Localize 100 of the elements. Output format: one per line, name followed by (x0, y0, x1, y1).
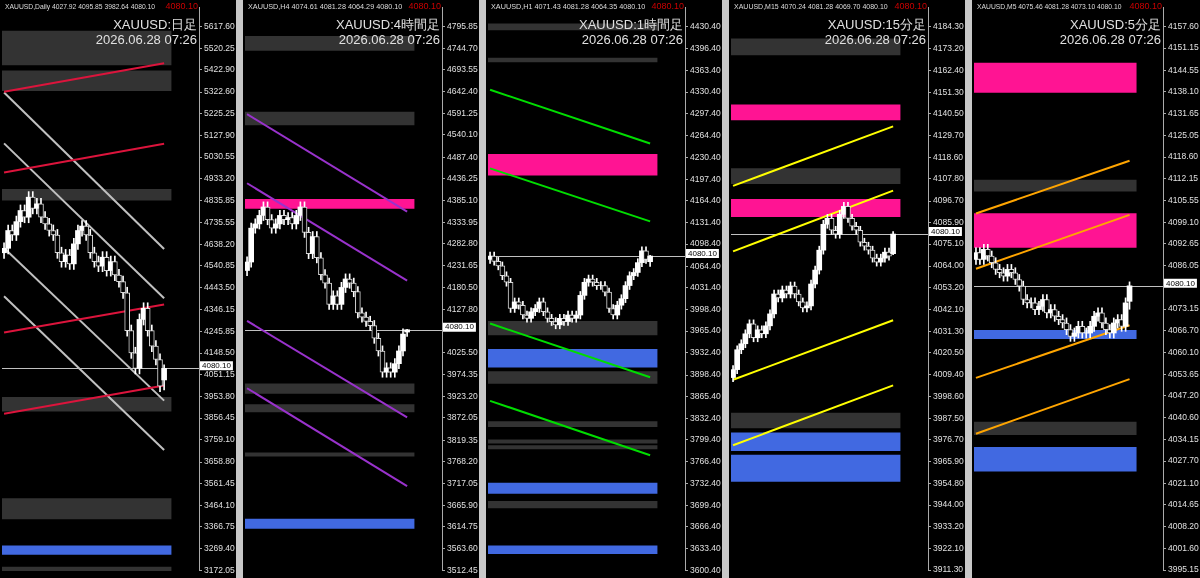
y-tick-label: 4430.40 (690, 20, 721, 31)
y-tick-label: 3717.05 (447, 477, 478, 488)
y-tick-label: 4131.65 (1168, 107, 1199, 118)
y-tick-label: 4064.00 (933, 260, 964, 271)
y-tick-label: 4118.60 (933, 151, 964, 162)
y-tick-label: 4107.80 (933, 173, 964, 184)
y-tick-label: 4436.25 (447, 173, 478, 184)
y-tick-label: 4014.65 (1168, 499, 1199, 510)
y-tick-label: 4333.95 (447, 216, 478, 227)
y-tick-label: 3954.80 (933, 477, 964, 488)
y-tick-label: 4173.20 (933, 43, 964, 54)
y-tick-label: 4638.20 (204, 238, 235, 249)
y-tick-label: 4230.40 (690, 151, 721, 162)
y-tick-label: 5030.55 (204, 151, 235, 162)
text: XAUUSD:5分足 (1069, 16, 1161, 32)
y-tick-label: 3933.20 (933, 520, 964, 531)
annotation: 4080.10 (408, 1, 441, 12)
y-tick-label: 4086.05 (1168, 260, 1199, 271)
y-tick-label: 4092.65 (1168, 238, 1199, 249)
y-tick-label: 3464.10 (204, 499, 235, 510)
y-tick-label: 4162.40 (933, 64, 964, 75)
y-tick-label: 3872.05 (447, 412, 478, 423)
y-tick-label: 3561.45 (204, 477, 235, 488)
y-tick-label: 4008.20 (1168, 520, 1199, 531)
y-tick-label: 4443.50 (204, 281, 235, 292)
text: 2026.06.28 07:26 (338, 31, 440, 47)
y-tick-label: 4112.15 (1168, 172, 1199, 183)
y-tick-label: 4127.80 (447, 303, 478, 314)
y-tick-label: 4330.40 (690, 86, 721, 97)
y-tick-label: 4184.30 (933, 20, 964, 31)
y-tick-label: 3768.20 (447, 456, 478, 467)
y-tick-label: 4197.40 (690, 173, 721, 184)
y-tick-label: 4180.50 (447, 281, 478, 292)
y-tick-label: 3600.40 (690, 564, 721, 575)
y-tick-label: 3766.40 (690, 455, 721, 466)
y-tick-label: 4051.15 (204, 369, 235, 380)
y-tick-label: 3666.40 (690, 521, 721, 532)
y-tick-label: 3799.40 (690, 434, 721, 445)
y-tick-label: 4693.55 (447, 64, 478, 75)
y-tick-label: 4034.15 (1168, 433, 1199, 444)
y-tick-label: 4027.70 (1168, 455, 1199, 466)
y-tick-label: 4346.15 (204, 303, 235, 314)
y-tick-label: 5225.25 (204, 108, 235, 119)
y-tick-label: 3865.40 (690, 390, 721, 401)
y-tick-label: 4047.20 (1168, 390, 1199, 401)
ref-line-label: 4080.10 (688, 248, 718, 258)
y-tick-label: 4140.50 (933, 108, 964, 119)
y-tick-label: 4009.40 (933, 369, 964, 380)
y-tick-label: 4744.70 (447, 42, 478, 53)
y-tick-label: 3923.20 (447, 390, 478, 401)
y-tick-label: 4245.85 (204, 325, 235, 336)
y-tick-label: 4001.60 (1168, 542, 1199, 553)
text: 2026.06.28 07:26 (95, 31, 197, 47)
y-tick-label: 4021.10 (1168, 477, 1199, 488)
y-tick-label: 4053.65 (1168, 368, 1199, 379)
y-tick-label: 4148.50 (204, 347, 235, 358)
y-tick-label: 4073.15 (1168, 303, 1199, 314)
candlestick (598, 281, 604, 290)
y-tick-label: 4131.40 (690, 216, 721, 227)
y-tick-label: 3911.30 (933, 564, 964, 575)
y-tick-label: 4396.40 (690, 43, 721, 54)
y-tick-label: 4795.85 (447, 20, 478, 31)
y-tick-label: 3953.80 (204, 390, 235, 401)
text: 2026.06.28 07:26 (1059, 31, 1161, 47)
y-tick-label: 3965.40 (690, 325, 721, 336)
y-tick-label: 3898.40 (690, 369, 721, 380)
y-tick-label: 5422.90 (204, 64, 235, 75)
y-tick-label: 4053.20 (933, 281, 964, 292)
y-tick-label: 4129.70 (933, 129, 964, 140)
text: XAUUSD:4時間足 (335, 16, 440, 32)
y-tick-label: 4540.10 (447, 129, 478, 140)
y-tick-label: 4540.85 (204, 260, 235, 271)
annotation: 4080.10 (165, 1, 198, 12)
y-tick-label: 3832.40 (690, 412, 721, 423)
y-tick-label: 4075.10 (933, 238, 964, 249)
y-tick-label: 4363.40 (690, 64, 721, 75)
y-tick-label: 4042.10 (933, 304, 964, 315)
y-tick-label: 3932.40 (690, 347, 721, 358)
y-tick-label: 4933.20 (204, 173, 235, 184)
y-tick-label: 5617.60 (204, 20, 235, 31)
y-tick-label: 3366.75 (204, 521, 235, 532)
y-tick-label: 4385.10 (447, 194, 478, 205)
y-tick-label: 3987.50 (933, 412, 964, 423)
y-tick-label: 4020.50 (933, 347, 964, 358)
y-tick-label: 3965.90 (933, 455, 964, 466)
y-tick-label: 4025.50 (447, 347, 478, 358)
ref-line-label: 4080.10 (931, 226, 961, 236)
y-tick-label: 4144.55 (1168, 64, 1199, 75)
annotation: 4080.10 (894, 1, 927, 12)
y-tick-label: 3819.35 (447, 434, 478, 445)
y-tick-label: 4151.15 (1168, 42, 1199, 53)
y-tick-label: 3998.60 (933, 390, 964, 401)
y-tick-label: 4066.70 (1168, 325, 1199, 335)
text: XAUUSD:1時間足 (578, 16, 683, 32)
y-tick-label: 4151.30 (933, 86, 964, 97)
y-tick-label: 3512.45 (447, 564, 478, 575)
y-tick-label: 4282.80 (447, 238, 478, 249)
y-tick-label: 4735.55 (204, 216, 235, 227)
y-tick-label: 4099.10 (1168, 216, 1199, 227)
y-tick-label: 3732.40 (690, 478, 721, 489)
